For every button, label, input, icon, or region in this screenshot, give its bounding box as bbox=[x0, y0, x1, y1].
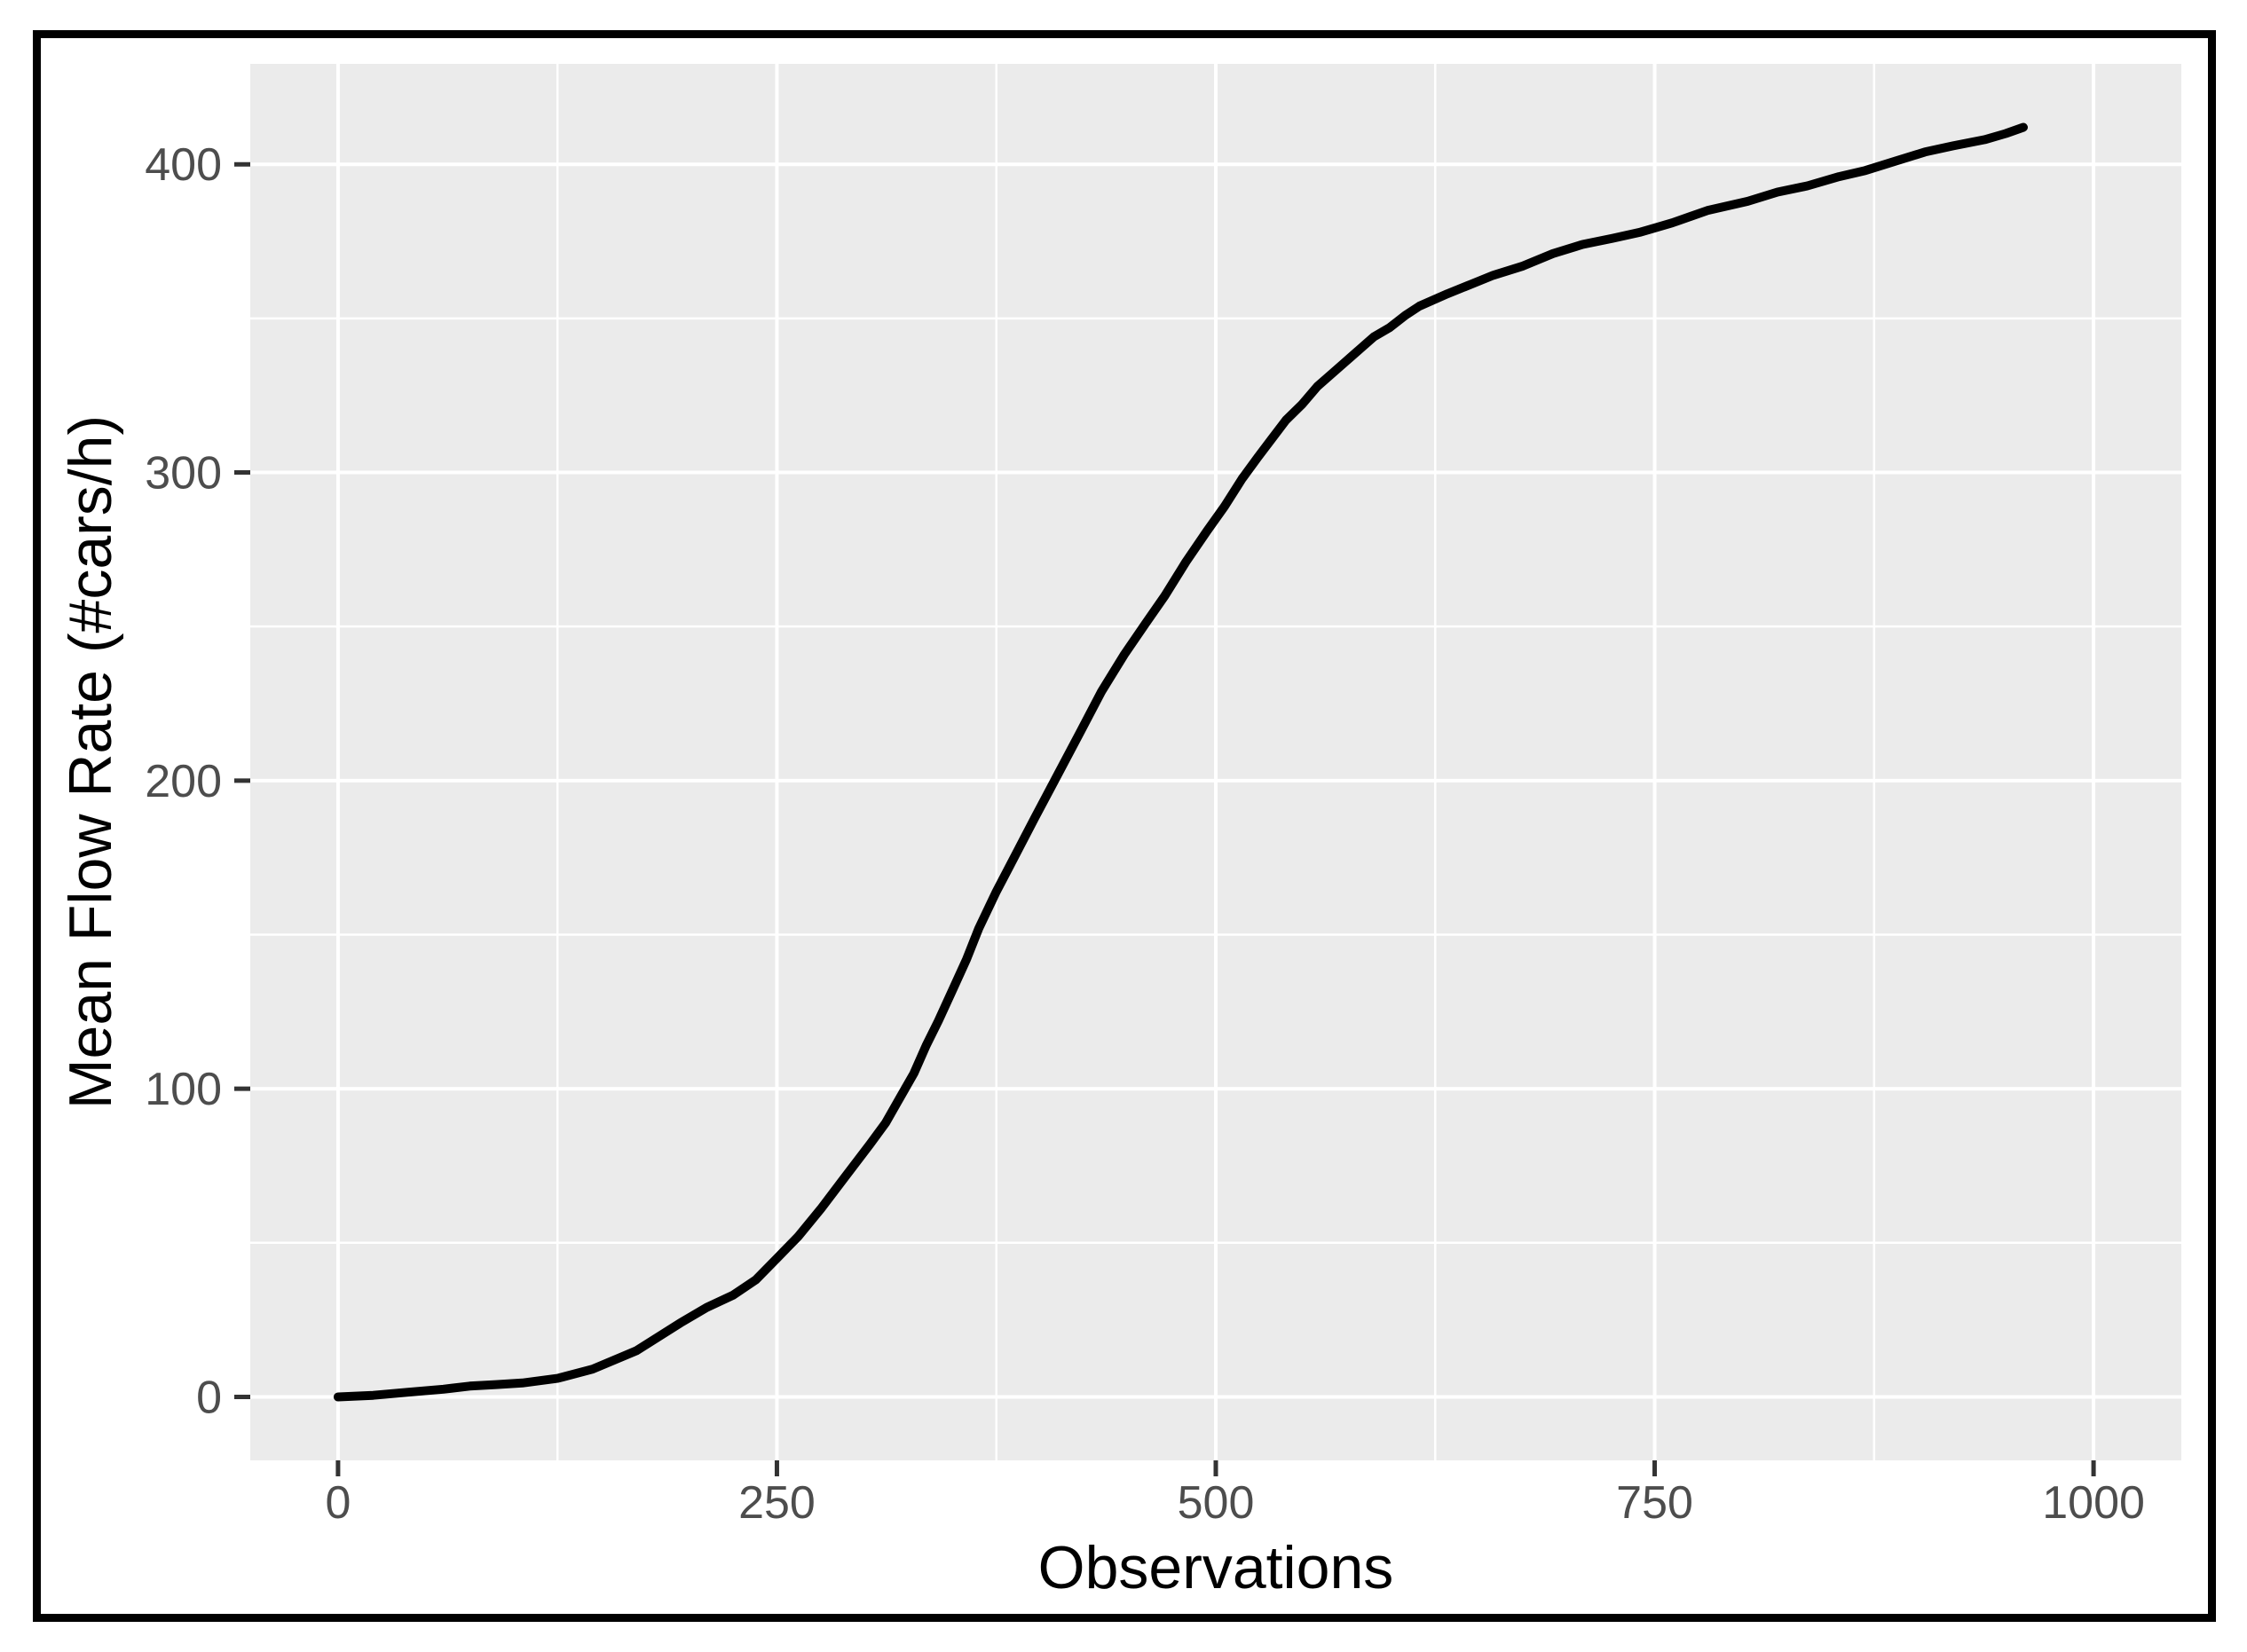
x-tick-label: 750 bbox=[1616, 1477, 1693, 1529]
panel-grid-major bbox=[250, 64, 2181, 1460]
x-tick-label: 250 bbox=[738, 1477, 816, 1529]
x-axis-title: Observations bbox=[1038, 1534, 1394, 1601]
x-tick-label: 500 bbox=[1178, 1477, 1255, 1529]
x-tick-label: 1000 bbox=[2042, 1477, 2145, 1529]
x-tick-label: 0 bbox=[325, 1477, 351, 1529]
flow-rate-line bbox=[333, 122, 2028, 1402]
x-tick-labels: 0 250 500 750 1000 bbox=[325, 1477, 2144, 1529]
outer-frame bbox=[33, 30, 2216, 1622]
y-tick-labels: 0 100 200 300 400 bbox=[145, 139, 222, 1423]
axis-tick-marks bbox=[234, 161, 2096, 1476]
y-tick-label: 200 bbox=[145, 756, 222, 807]
y-tick-label: 400 bbox=[145, 139, 222, 191]
y-tick-label: 300 bbox=[145, 448, 222, 500]
y-tick-label: 0 bbox=[196, 1372, 222, 1423]
y-axis-title: Mean Flow Rate (#cars/h) bbox=[57, 415, 124, 1109]
y-tick-label: 100 bbox=[145, 1064, 222, 1115]
